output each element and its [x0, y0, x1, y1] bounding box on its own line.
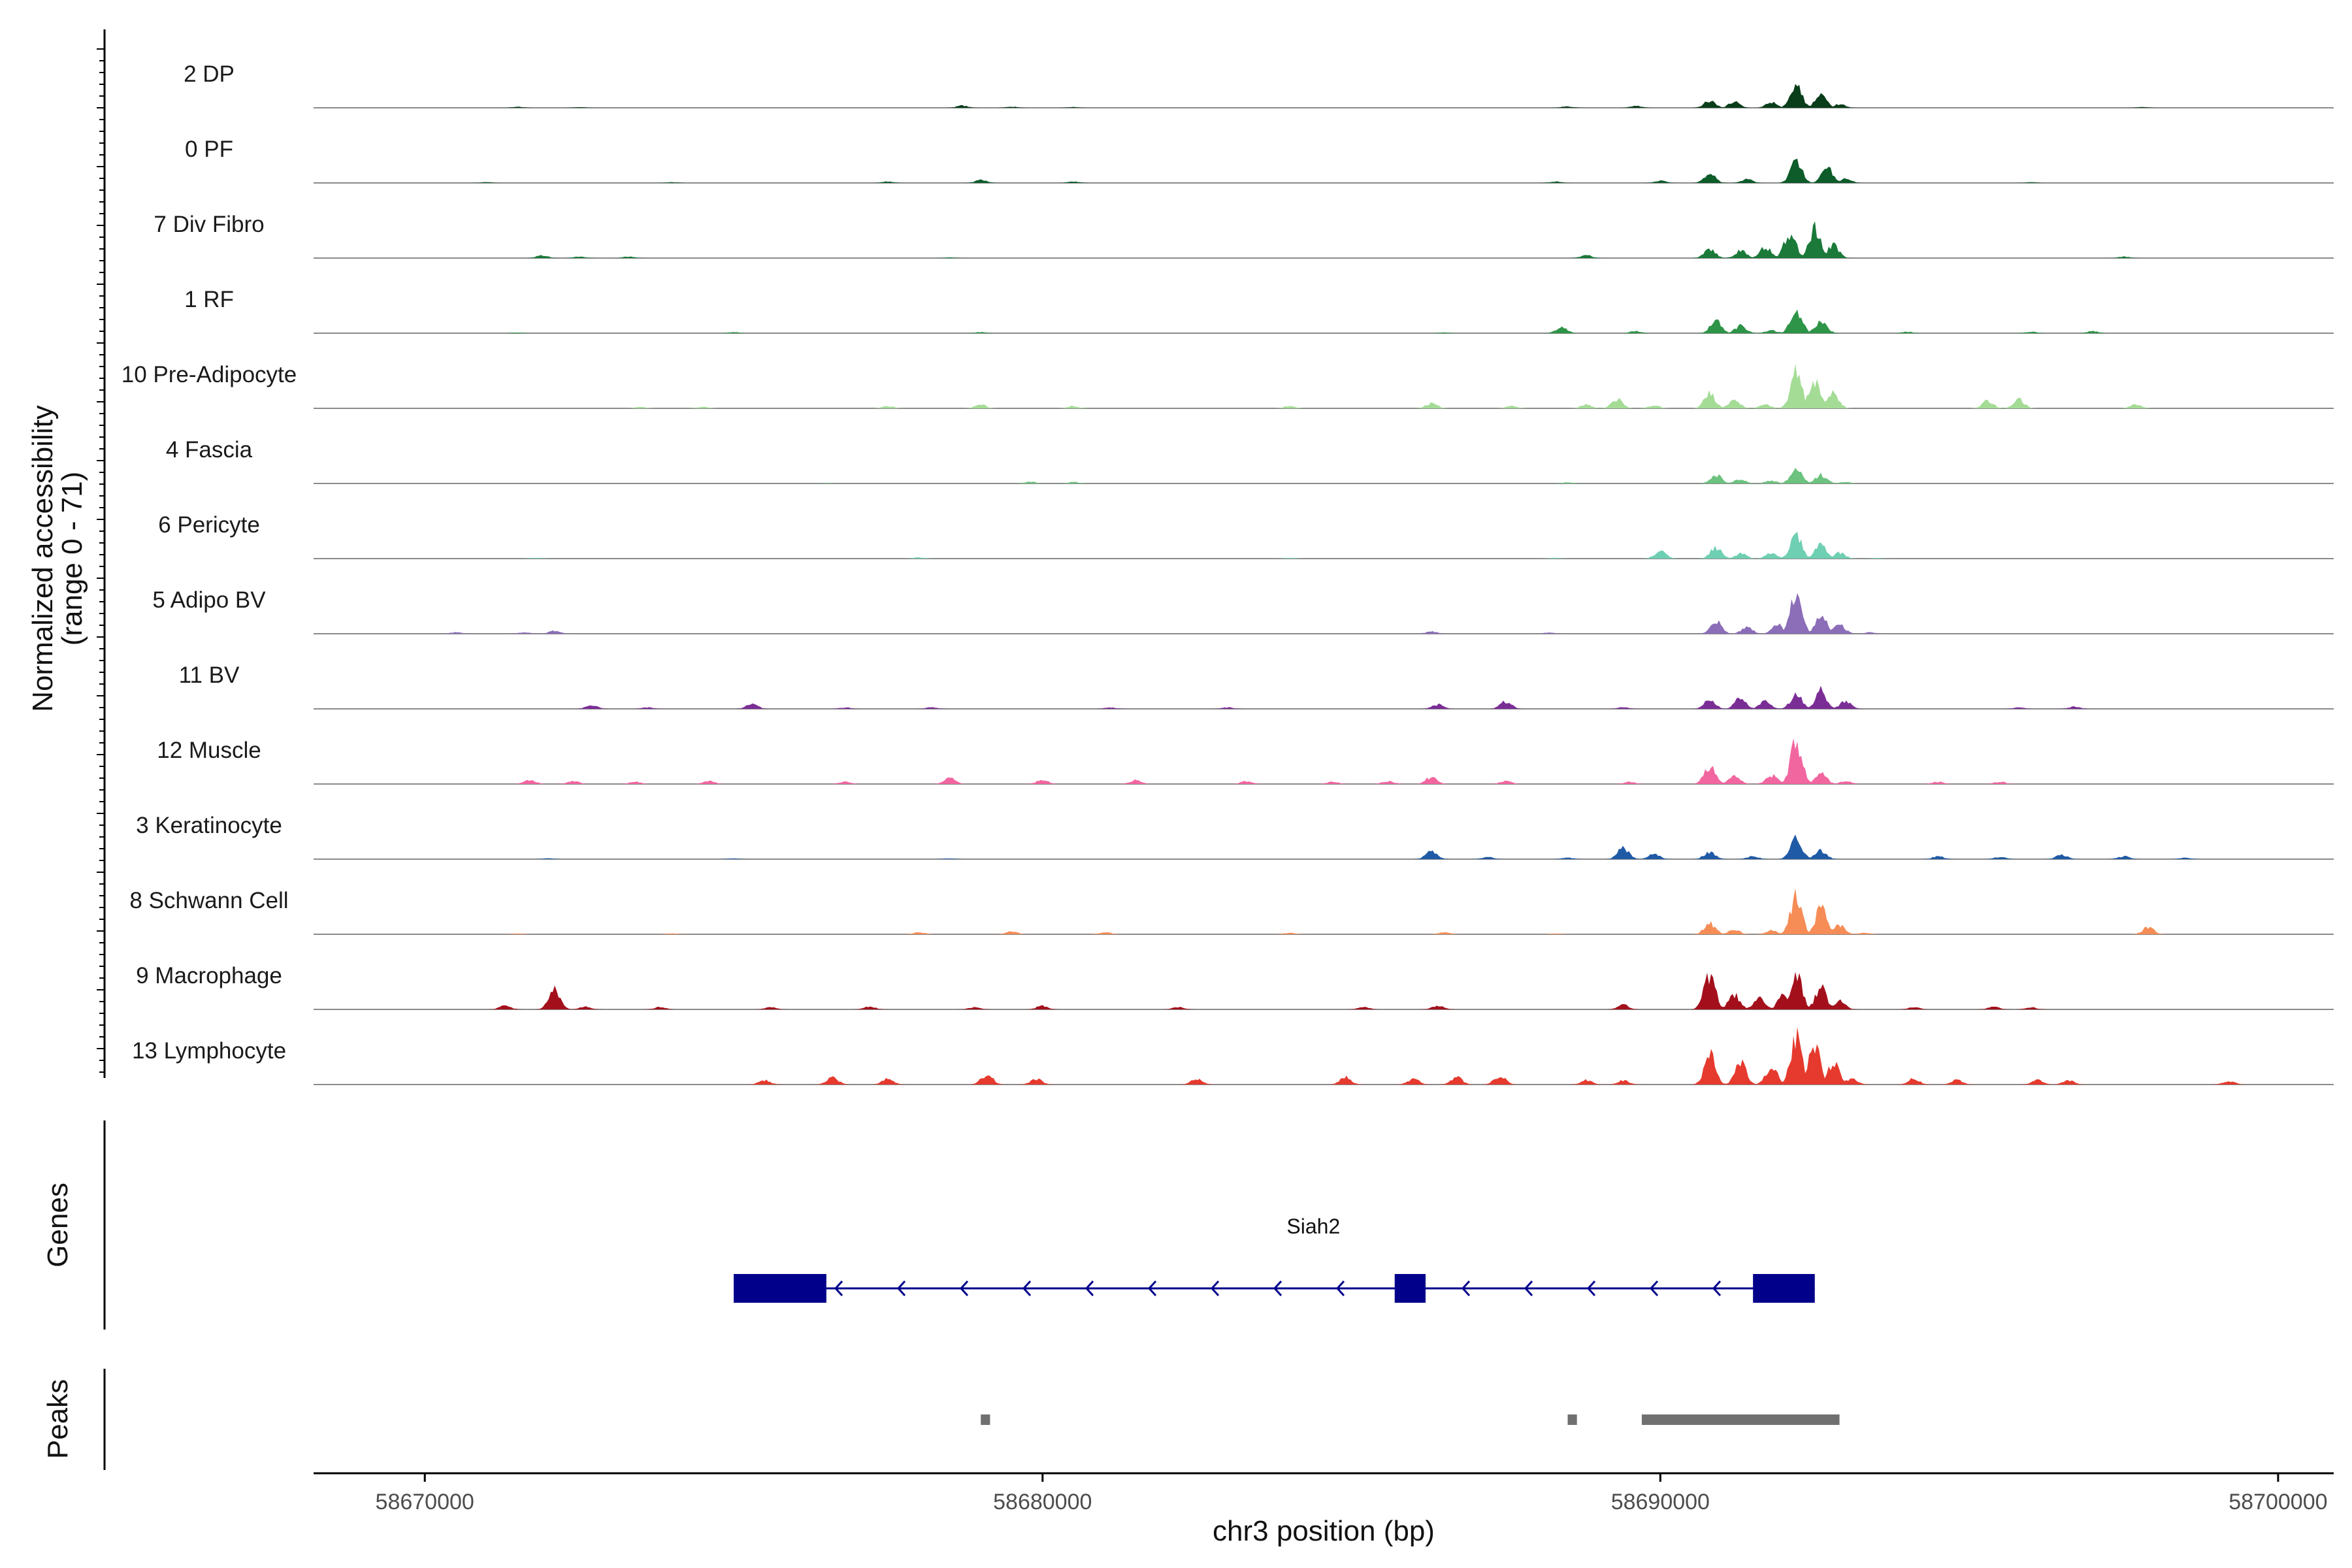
coverage-area: [314, 221, 2334, 258]
x-axis-title: chr3 position (bp): [1213, 1515, 1435, 1547]
coverage-tracks: 2 DP 0 PF 7 Div Fibro 1 RF 10 Pre-Adipocyte 4…: [122, 61, 2334, 1085]
track-7: 6 Pericyte: [158, 512, 2334, 559]
track-13: 9 Macrophage: [136, 963, 2334, 1010]
x-tick-label: 58700000: [2229, 1490, 2327, 1514]
strand-arrow: [1712, 1280, 1722, 1297]
x-tick-label: 58680000: [993, 1490, 1092, 1514]
track-label: 13 Lymphocyte: [132, 1038, 286, 1064]
track-8: 5 Adipo BV: [152, 587, 2334, 634]
strand-arrow: [1461, 1280, 1471, 1297]
track-14: 13 Lymphocyte: [132, 1026, 2334, 1085]
gene-name-label: Siah2: [1286, 1215, 1340, 1238]
y-axis-title: Normalized accessibility: [27, 405, 59, 711]
x-tick-label: 58670000: [376, 1490, 474, 1514]
track-label: 2 DP: [184, 61, 235, 87]
track-label: 1 RF: [184, 287, 234, 312]
gene-track-title: Genes: [42, 1183, 74, 1267]
peak-region: [1641, 1414, 1840, 1425]
strand-arrow: [1586, 1280, 1596, 1297]
track-label: 9 Macrophage: [136, 963, 282, 988]
track-9: 11 BV: [179, 662, 2334, 710]
track-12: 8 Schwann Cell: [129, 888, 2334, 935]
strand-arrow: [1774, 1280, 1784, 1297]
track-4: 1 RF: [184, 287, 2334, 334]
strand-arrow: [959, 1280, 969, 1297]
track-label: 4 Fascia: [166, 437, 253, 463]
track-label: 8 Schwann Cell: [129, 888, 288, 913]
y-axis: [97, 29, 106, 1078]
gene-track: Genes Siah2: [42, 1120, 1815, 1330]
track-label: 11 BV: [179, 662, 240, 688]
track-11: 3 Keratinocyte: [136, 813, 2334, 860]
strand-arrow: [771, 1280, 781, 1297]
strand-arrow: [1273, 1280, 1282, 1297]
strand-arrow: [1649, 1280, 1659, 1297]
track-3: 7 Div Fibro: [154, 212, 2334, 259]
strand-arrow: [1398, 1280, 1408, 1297]
strand-arrow: [1524, 1280, 1533, 1297]
x-axis: 58670000 58680000 58690000 58700000: [314, 1472, 2334, 1514]
track-label: 12 Muscle: [157, 738, 261, 763]
track-label: 3 Keratinocyte: [136, 813, 282, 838]
coverage-area: [314, 685, 2334, 709]
peak-track: Peaks: [42, 1369, 1840, 1470]
gene-exon: [1753, 1274, 1815, 1303]
track-5: 10 Pre-Adipocyte: [122, 362, 2334, 409]
track-label: 10 Pre-Adipocyte: [122, 362, 297, 387]
strand-arrow: [1085, 1280, 1094, 1297]
track-6: 4 Fascia: [166, 437, 2334, 484]
peak-region: [981, 1414, 990, 1425]
coverage-area: [314, 158, 2334, 183]
strand-arrow: [1210, 1280, 1220, 1297]
y-axis-range-label: (range 0 - 71): [56, 472, 88, 646]
peak-region: [1567, 1414, 1577, 1425]
peak-track-title: Peaks: [42, 1379, 74, 1459]
track-1: 2 DP: [184, 61, 2334, 108]
track-label: 0 PF: [185, 137, 233, 162]
track-label: 7 Div Fibro: [154, 212, 264, 237]
track-10: 12 Muscle: [157, 738, 2334, 785]
strand-arrow: [1335, 1280, 1345, 1297]
gene-exon: [733, 1274, 826, 1303]
strand-arrow: [896, 1280, 906, 1297]
x-tick-label: 58690000: [1611, 1490, 1710, 1514]
strand-arrow: [1147, 1280, 1157, 1297]
track-label: 5 Adipo BV: [152, 587, 266, 613]
track-2: 0 PF: [185, 137, 2334, 184]
track-label: 6 Pericyte: [158, 512, 260, 538]
strand-arrow: [834, 1280, 843, 1297]
coverage-area: [314, 1026, 2334, 1085]
strand-arrow: [1022, 1280, 1032, 1297]
coverage-area: [314, 363, 2334, 408]
